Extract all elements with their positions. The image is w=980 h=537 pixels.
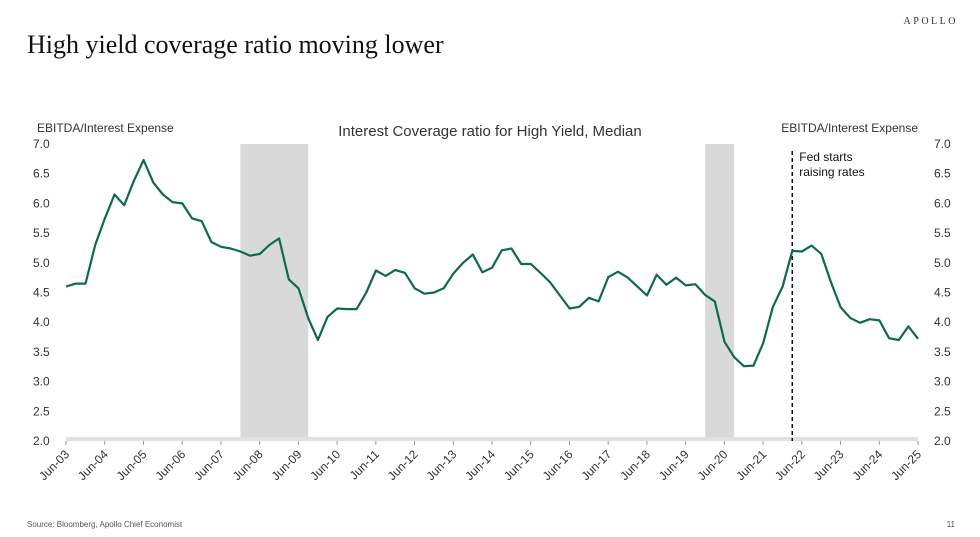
y-tick-left: 5.5 [33,226,50,240]
y-tick-right: 6.5 [934,167,951,181]
y-tick-right: 3.0 [934,375,951,389]
x-tick-label: Jun-07 [191,447,227,483]
y-tick-right: 6.0 [934,196,951,210]
y-tick-right: 7.0 [934,137,951,151]
x-tick-label: Jun-15 [501,447,537,483]
x-axis-baseline [66,437,918,441]
y-tick-left: 2.5 [33,404,50,418]
recession-band-1 [240,144,309,441]
y-tick-left: 5.0 [33,256,50,270]
right-y-axis-ticks: 2.0 2.5 3.0 3.5 4.0 4.5 5.0 5.5 6.0 6.5 7.0 [934,137,951,448]
fed-annotation-text: raising rates [799,165,864,179]
x-tick-label: Jun-17 [578,447,614,483]
x-tick-label: Jun-05 [114,447,150,483]
x-tick-label: Jun-25 [888,447,924,483]
x-tick-label: Jun-08 [230,447,266,483]
x-tick-label: Jun-20 [695,447,731,483]
right-axis-label: EBITDA/Interest Expense [781,121,918,135]
fed-annotation-text: Fed starts [799,150,852,164]
recession-band-2 [705,144,735,441]
y-tick-right: 3.5 [934,345,951,359]
source-note: Source: Bloomberg, Apollo Chief Economis… [27,520,183,529]
left-y-axis-ticks: 2.0 2.5 3.0 3.5 4.0 4.5 5.0 5.5 6.0 6.5 7.0 [33,137,50,448]
y-tick-left: 3.5 [33,345,50,359]
x-tick-label: Jun-03 [36,447,72,483]
brand-logo: APOLLO [903,16,958,27]
x-tick-label: Jun-24 [850,447,886,483]
y-tick-left: 4.5 [33,286,50,300]
page-number: 11 [946,520,955,529]
y-tick-right: 5.0 [934,256,951,270]
x-tick-label: Jun-12 [385,447,421,483]
series-line-1 [65,158,919,368]
x-tick-label: Jun-06 [152,447,188,483]
chart-title: Interest Coverage ratio for High Yield, … [338,123,642,140]
x-tick-label: Jun-23 [811,447,847,483]
x-tick-label: Jun-18 [617,447,653,483]
y-tick-left: 4.0 [33,315,50,329]
y-tick-right: 2.0 [934,434,951,448]
x-tick-label: Jun-10 [307,447,343,483]
x-tick-label: Jun-14 [462,447,498,483]
x-tick-label: Jun-09 [269,447,305,483]
x-tick-label: Jun-11 [347,447,382,482]
y-tick-left: 2.0 [33,434,50,448]
y-tick-right: 4.5 [934,286,951,300]
series-layer [65,158,919,368]
y-tick-left: 6.5 [33,167,50,181]
y-tick-right: 5.5 [934,226,951,240]
y-tick-left: 6.0 [33,196,50,210]
x-tick-label: Jun-13 [424,447,460,483]
x-tick-label: Jun-22 [772,447,808,483]
x-tick-label: Jun-16 [540,447,576,483]
x-tick-label: Jun-19 [656,447,692,483]
y-tick-left: 7.0 [33,137,50,151]
y-tick-left: 3.0 [33,375,50,389]
left-axis-label: EBITDA/Interest Expense [37,121,174,135]
x-tick-label: Jun-04 [75,447,111,483]
y-tick-right: 2.5 [934,404,951,418]
recession-shading [240,144,735,441]
y-tick-right: 4.0 [934,315,951,329]
page-title: High yield coverage ratio moving lower [27,30,444,59]
x-tick-label: Jun-21 [733,447,769,483]
x-axis-ticks: Jun-03 Jun-04 Jun-05 Jun-06 Jun-07 Jun-08 Jun-… [36,441,924,483]
baseline-bar [66,437,918,441]
